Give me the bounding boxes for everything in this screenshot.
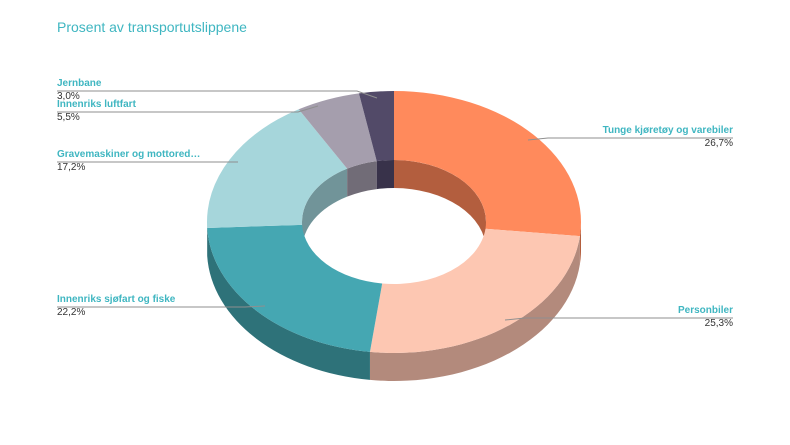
slice-label-name-0: Tunge kjøretøy og varebiler — [603, 125, 734, 136]
slice-2 — [207, 224, 383, 352]
leader-line-5 — [57, 90, 378, 99]
donut-sides — [207, 222, 581, 381]
slice-label-value-3: 17,2% — [57, 162, 85, 173]
slice-5 — [358, 91, 394, 162]
slice-side-0 — [579, 222, 581, 265]
slice-4 — [298, 93, 377, 169]
slice-label-value-2: 22,2% — [57, 307, 85, 318]
donut-hole-walls — [302, 160, 486, 250]
slice-labels: Tunge kjøretøy og varebiler 26,7% Personbi… — [57, 78, 733, 329]
slice-label-value-4: 5,5% — [57, 112, 80, 123]
slice-label-name-3: Gravemaskiner og mottored… — [57, 149, 200, 160]
leader-line-2 — [57, 305, 266, 308]
slice-label-value-5: 3,0% — [57, 91, 80, 102]
chart-title: Prosent av transportutslippene — [57, 19, 247, 35]
slice-label-name-1: Personbiler — [678, 305, 733, 316]
slice-label-name-2: Innenriks sjøfart og fiske — [57, 294, 176, 305]
slice-3 — [207, 109, 348, 228]
leader-line-4 — [57, 105, 319, 113]
slice-side-2 — [207, 227, 370, 380]
slice-hole-wall-0-0 — [394, 160, 486, 250]
slice-1 — [369, 228, 580, 353]
slice-label-name-4: Innenriks luftfart — [57, 99, 137, 110]
slice-side-1 — [369, 236, 580, 381]
slice-label-name-5: Jernbane — [57, 78, 102, 89]
slice-label-value-1: 25,3% — [705, 318, 733, 329]
slice-0 — [394, 91, 581, 237]
leader-line-1 — [504, 317, 733, 321]
slice-hole-wall-4-0 — [347, 161, 377, 197]
slice-hole-wall-5-0 — [376, 160, 394, 190]
leader-line-0 — [527, 137, 733, 141]
donut-tops — [207, 91, 581, 353]
slice-hole-wall-3-0 — [302, 168, 348, 250]
slice-label-value-0: 26,7% — [705, 138, 733, 149]
